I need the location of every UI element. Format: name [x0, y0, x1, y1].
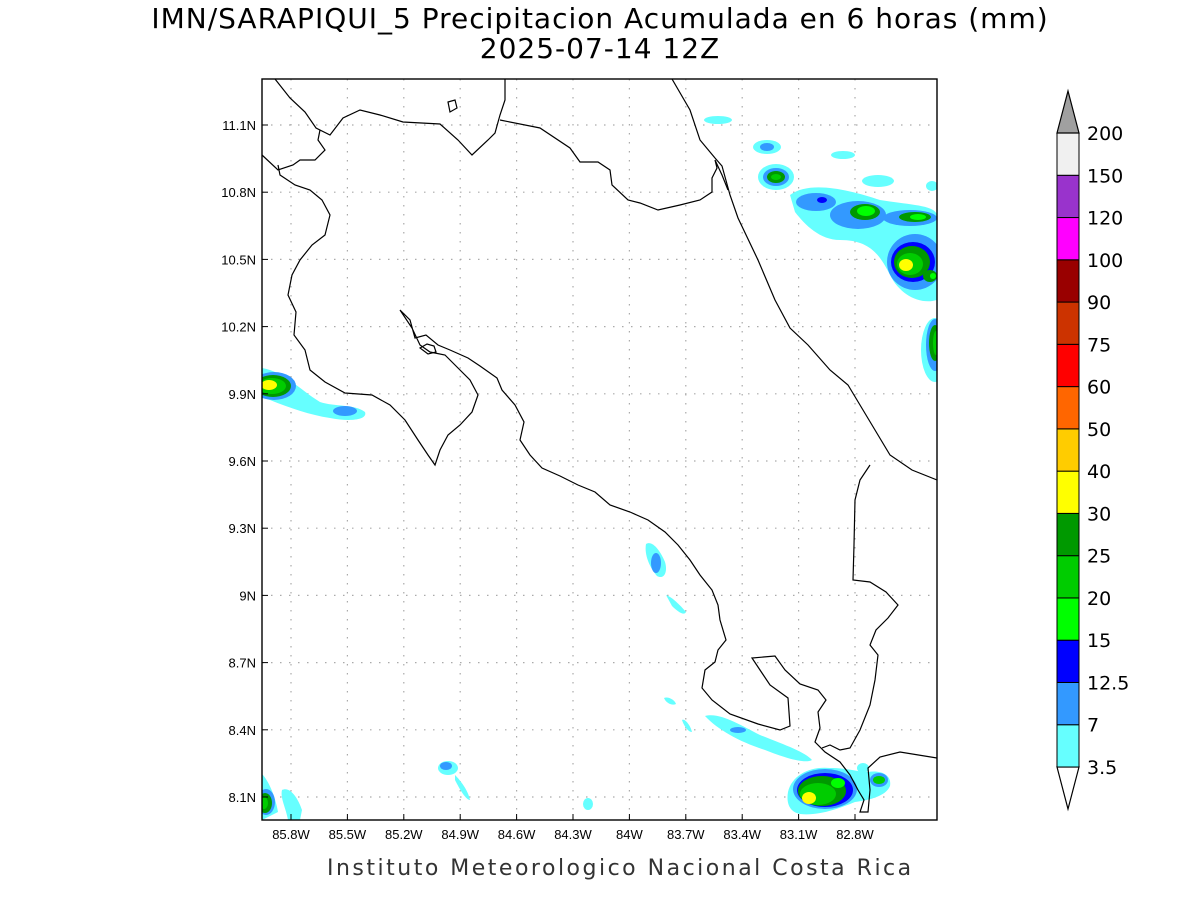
colorbar-swatch: [1056, 428, 1080, 472]
precip-cluster-north-caribbean: [704, 116, 937, 382]
colorbar-label: 20: [1087, 588, 1111, 610]
footer-credit: Instituto Meteorologico Nacional Costa R…: [327, 856, 914, 881]
map-title: IMN/SARAPIQUI_5 Precipitacion Acumulada …: [151, 2, 1049, 35]
lat-tick-label: 8.1N: [229, 790, 256, 805]
colorbar-label: 12.5: [1087, 672, 1129, 694]
colorbar-swatch: [1056, 301, 1080, 345]
lat-tick-label: 9N: [239, 588, 256, 603]
colorbar-label: 200: [1087, 123, 1123, 145]
colorbar-swatch: [1056, 724, 1080, 768]
caribbean-coast: [671, 79, 937, 481]
colorbar-label: 90: [1087, 292, 1111, 314]
lon-tick-label: 82.8W: [836, 827, 874, 842]
colorbar-swatch: [1056, 597, 1080, 641]
colorbar-swatch: [1056, 555, 1080, 599]
panama-border: [821, 464, 899, 751]
colorbar-under-triangle: [1056, 766, 1080, 812]
north-border: [499, 119, 729, 211]
lon-tick-label: 84.9W: [441, 827, 479, 842]
colorbar-swatch: [1056, 343, 1080, 388]
lon-tick-label: 83.4W: [723, 827, 761, 842]
coastlines-and-borders: [262, 79, 937, 813]
lat-tick-label: 10.5N: [221, 252, 256, 267]
lat-tick-label: 10.8N: [221, 185, 256, 200]
lake-island: [418, 343, 437, 355]
colorbar-label: 150: [1087, 165, 1123, 187]
colorbar-swatch: [1056, 259, 1080, 303]
lon-tick-label: 85.5W: [329, 827, 367, 842]
pacific-coast: [262, 129, 937, 813]
colorbar-label: 120: [1087, 208, 1123, 230]
nicaragua-border: [274, 79, 506, 156]
colorbar-over-triangle: [1056, 88, 1080, 134]
colorbar-label: 30: [1087, 503, 1111, 525]
lat-tick-label: 10.2N: [221, 320, 256, 335]
lat-tick-label: 8.7N: [229, 656, 256, 671]
colorbar-label: 15: [1087, 630, 1111, 652]
colorbar-swatch: [1056, 386, 1080, 430]
lon-tick-label: 85.2W: [385, 827, 423, 842]
colorbar-swatch: [1056, 217, 1080, 261]
map-subtitle-datetime: 2025-07-14 12Z: [479, 32, 721, 65]
colorbar-legend: 3.5 7 12.5 15 20 25 30 40 50 60 75 90 100 120 150 200: [1056, 88, 1129, 812]
lon-tick-label: 84.3W: [554, 827, 592, 842]
colorbar-swatch: [1056, 512, 1080, 557]
lon-tick-label: 83.7W: [667, 827, 705, 842]
lat-tick-label: 9.3N: [229, 521, 256, 536]
precipitation-field: [262, 116, 937, 820]
colorbar-swatch: [1056, 470, 1080, 514]
precip-cluster-south-pacific: [262, 715, 891, 820]
colorbar-label: 60: [1087, 377, 1111, 399]
lon-tick-label: 84W: [616, 827, 643, 842]
lat-tick-label: 11.1N: [222, 118, 256, 133]
colorbar-label: 75: [1087, 334, 1111, 356]
lon-tick-label: 85.8W: [272, 827, 310, 842]
latitude-axis: 11.1N 10.8N 10.5N 10.2N 9.9N 9.6N 9.3N 9N 8.7N 8.…: [221, 118, 268, 805]
lon-tick-label: 84.6W: [498, 827, 536, 842]
plot-frame: [261, 78, 938, 821]
lon-tick-label: 83.1W: [780, 827, 818, 842]
precip-cluster-central-pacific: [645, 543, 692, 732]
colorbar-swatch: [1056, 132, 1080, 176]
lat-tick-label: 9.9N: [229, 387, 256, 402]
colorbar-label: 50: [1087, 419, 1111, 441]
colorbar-swatch: [1056, 639, 1080, 683]
colorbar-label: 7: [1087, 715, 1099, 737]
colorbar-label: 3.5: [1087, 757, 1117, 779]
colorbar-label: 100: [1087, 250, 1123, 272]
precip-cluster-nicoya-west: [262, 368, 366, 420]
colorbar-swatch: [1056, 174, 1080, 219]
lat-tick-label: 9.6N: [229, 454, 256, 469]
colorbar-swatch: [1056, 681, 1080, 726]
longitude-axis: 85.8W 85.5W 85.2W 84.9W 84.6W 84.3W 84W 83.7W 83…: [272, 814, 875, 842]
lat-tick-label: 8.4N: [229, 723, 256, 738]
colorbar-label: 40: [1087, 461, 1111, 483]
small-island: [447, 99, 458, 113]
colorbar-label: 25: [1087, 546, 1111, 568]
